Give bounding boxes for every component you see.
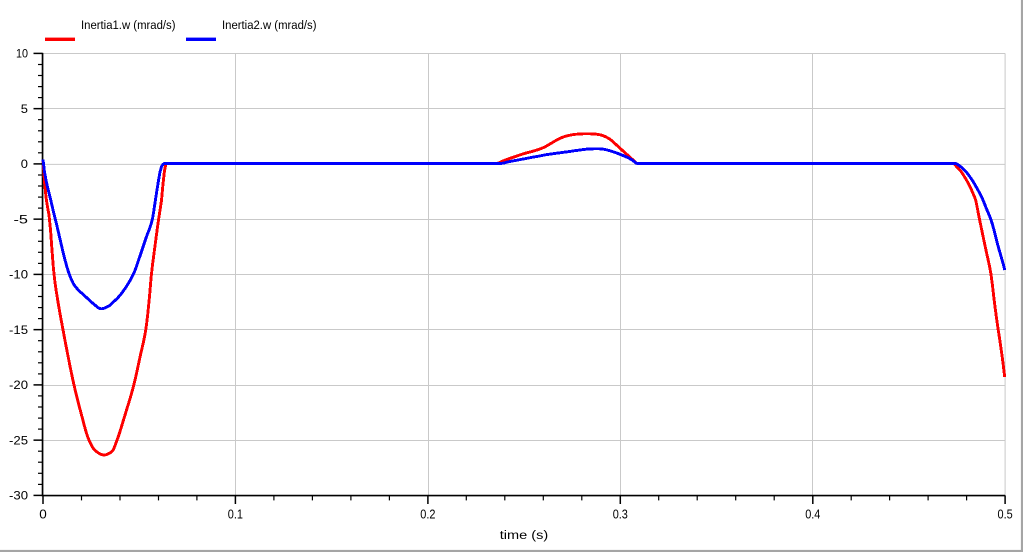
svg-text:-5: -5 (14, 212, 29, 226)
svg-text:0.3: 0.3 (613, 507, 628, 522)
svg-text:0: 0 (21, 157, 29, 171)
svg-text:-15: -15 (9, 323, 28, 337)
svg-text:-20: -20 (9, 378, 28, 392)
svg-text:-30: -30 (9, 489, 28, 503)
svg-text:time (s): time (s) (500, 528, 549, 542)
svg-text:0.2: 0.2 (420, 507, 435, 522)
svg-text:10: 10 (16, 47, 28, 61)
svg-text:Inertia1.w (mrad/s): Inertia1.w (mrad/s) (81, 18, 176, 32)
svg-text:0.5: 0.5 (998, 507, 1013, 522)
svg-text:-10: -10 (9, 268, 28, 282)
svg-text:5: 5 (21, 102, 29, 116)
svg-text:0.1: 0.1 (228, 507, 243, 522)
svg-text:0: 0 (39, 507, 47, 522)
svg-text:0.4: 0.4 (805, 507, 820, 522)
svg-text:-25: -25 (9, 433, 28, 447)
svg-text:Inertia2.w (mrad/s): Inertia2.w (mrad/s) (222, 18, 317, 32)
